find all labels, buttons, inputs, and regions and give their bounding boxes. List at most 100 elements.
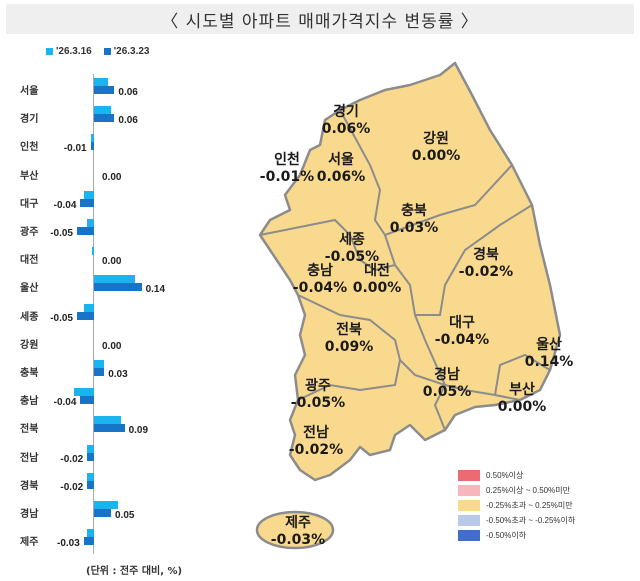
region-name: 경남 <box>434 367 460 383</box>
region-value: 0.00% <box>497 399 547 415</box>
chart-row: 경북 -0.02 <box>0 469 200 497</box>
data-label: 0.06 <box>118 87 138 98</box>
region-label-4: 충북 0.03% <box>384 203 444 237</box>
category-label: 충남 <box>20 396 39 408</box>
bar-series2 <box>77 311 94 320</box>
category-label: 울산 <box>20 283 39 295</box>
region-value: -0.01% <box>259 169 315 185</box>
data-label: -0.05 <box>50 228 73 239</box>
region-value: 0.00% <box>411 148 461 164</box>
chart-row: 울산 0.14 <box>0 271 200 299</box>
region-value: 0.03% <box>389 220 439 236</box>
map-legend-item: -0.25%초과 ~ 0.25%미만 <box>458 498 575 513</box>
chart-row: 대전 0.00 <box>0 243 200 271</box>
region-name: 전북 <box>336 322 362 338</box>
region-label-15: 전남 -0.02% <box>286 425 346 459</box>
data-label: 0.03 <box>108 369 128 380</box>
data-label: 0.05 <box>115 510 135 521</box>
region-label-11: 울산 0.14% <box>519 337 579 371</box>
bar-series2 <box>94 368 105 376</box>
chart-row: 서울 0.06 <box>0 74 200 102</box>
bar-series1 <box>83 190 94 199</box>
bar-series2 <box>80 396 94 405</box>
category-label: 광주 <box>20 227 39 238</box>
region-name: 제주 <box>285 515 311 531</box>
bar-series1 <box>90 134 94 143</box>
chart-row: 세종 -0.05 <box>0 300 200 328</box>
bar-series1 <box>94 360 105 368</box>
region-name: 대구 <box>449 315 475 331</box>
region-value: -0.04% <box>292 280 348 296</box>
bar-series1 <box>94 416 122 425</box>
bar-series2 <box>87 480 94 489</box>
bar-series1 <box>87 529 94 538</box>
region-label-1: 강원 0.00% <box>406 131 466 165</box>
category-label: 전북 <box>20 424 39 436</box>
chart-row: 충북 0.03 <box>0 356 200 384</box>
region-name: 서울 <box>328 152 354 168</box>
region-label-5: 세종 -0.05% <box>322 232 382 266</box>
region-label-8: 대전 0.00% <box>347 263 407 297</box>
data-label: -0.01 <box>63 143 87 155</box>
legend-swatch-icon <box>458 530 480 541</box>
data-label: -0.04 <box>53 397 77 409</box>
bar-series2 <box>94 114 115 123</box>
region-label-0: 경기 0.06% <box>316 104 376 138</box>
region-name: 충북 <box>401 203 427 219</box>
jeju-shape <box>255 510 335 550</box>
legend-swatch-icon <box>46 48 53 55</box>
region-value: 0.09% <box>324 339 374 355</box>
bar-series2 <box>80 198 94 207</box>
region-value: -0.05% <box>324 249 380 265</box>
data-label: 0.09 <box>128 425 149 437</box>
legend-swatch-icon <box>458 500 480 511</box>
legend-label: 0.50%이상 <box>486 471 524 480</box>
bar-series1 <box>73 388 94 397</box>
map-legend-item: -0.50%이하 <box>458 528 575 543</box>
chart-row: 경기 0.06 <box>0 102 200 130</box>
data-label: 0.00 <box>102 340 122 352</box>
region-label-3: 서울 0.06% <box>311 152 371 186</box>
chart-row: 인천 -0.01 <box>0 130 200 158</box>
category-label: 강원 <box>20 339 39 351</box>
bar-series2 <box>94 424 125 433</box>
data-label: -0.05 <box>50 312 73 324</box>
region-name: 부산 <box>509 382 535 398</box>
legend-label: '26.3.23 <box>113 46 150 57</box>
legend-swatch-icon <box>458 515 480 526</box>
category-label: 부산 <box>20 170 39 182</box>
data-label: -0.02 <box>60 481 84 493</box>
chart-row: 대구 -0.04 <box>0 187 200 215</box>
legend-item-series2: '26.3.23 <box>103 46 150 57</box>
region-label-7: 충남 -0.04% <box>290 263 350 297</box>
region-label-14: 부산 0.00% <box>492 382 552 416</box>
region-value: 0.14% <box>524 354 574 370</box>
region-value: 0.06% <box>316 169 366 185</box>
legend-label: -0.25%초과 ~ 0.25%미만 <box>486 501 573 510</box>
bar-series1 <box>94 501 118 509</box>
region-name: 전남 <box>303 425 329 441</box>
region-value: -0.02% <box>288 442 344 458</box>
bar-series2 <box>77 227 94 235</box>
data-label: -0.03 <box>57 538 80 550</box>
region-label-13: 경남 0.05% <box>417 367 477 401</box>
category-label: 경남 <box>20 509 39 520</box>
mainland-shape <box>258 61 562 482</box>
category-label: 경북 <box>20 480 39 492</box>
chart-row: 경남 0.05 <box>0 497 200 525</box>
legend-swatch-icon <box>458 470 480 481</box>
map-legend: 0.50%이상 0.25%이상 ~ 0.50%미만 -0.25%초과 ~ 0.25%… <box>458 468 575 543</box>
data-label: 0.00 <box>102 171 122 183</box>
region-label-2: 인천 -0.01% <box>257 152 317 186</box>
region-label-9: 전북 0.09% <box>319 322 379 356</box>
map-legend-item: -0.50%초과 ~ -0.25%이하 <box>458 513 575 528</box>
korea-map <box>255 61 562 550</box>
region-value: 0.05% <box>422 384 472 400</box>
region-value: -0.05% <box>290 395 346 411</box>
bar-series2 <box>94 509 111 517</box>
bar-series1 <box>87 472 94 481</box>
bar-series2 <box>87 452 94 461</box>
bar-series1 <box>94 78 108 86</box>
legend-label: 0.25%이상 ~ 0.50%미만 <box>486 486 570 495</box>
category-label: 대구 <box>20 198 39 210</box>
